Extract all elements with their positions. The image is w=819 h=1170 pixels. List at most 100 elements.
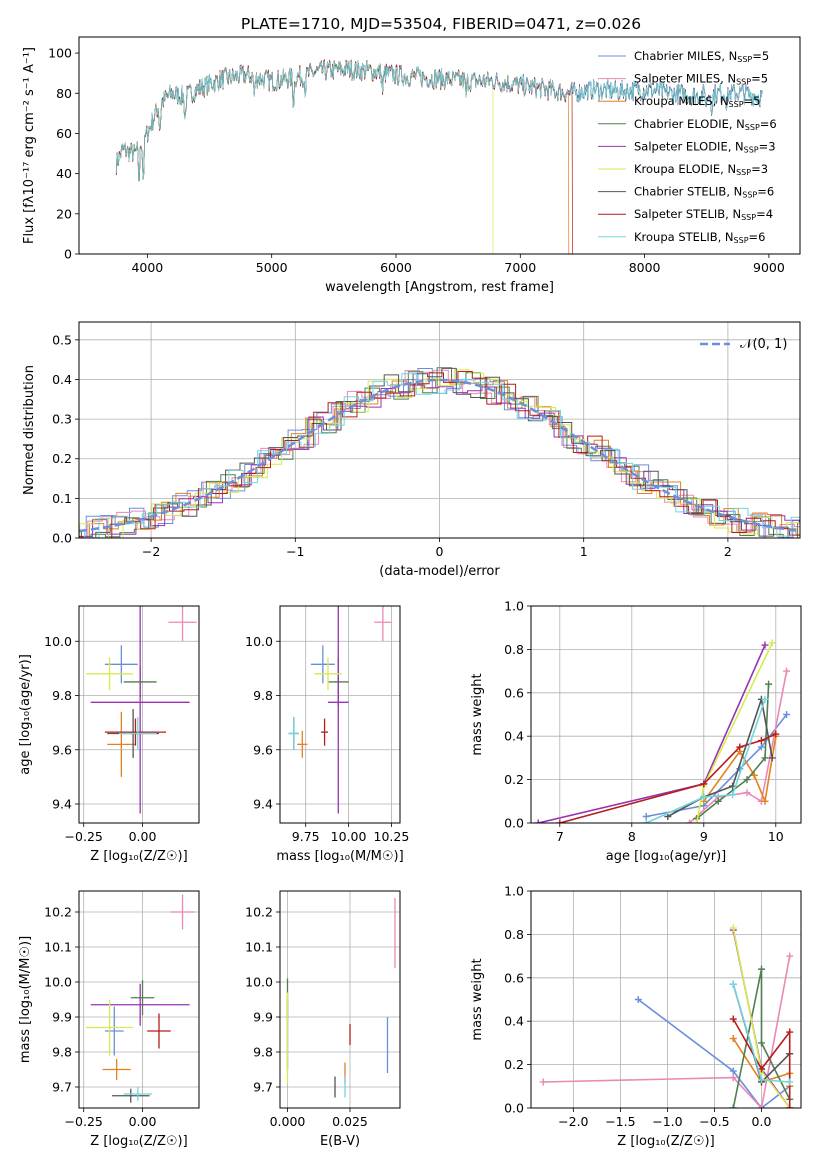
y-tick-label: 0.2 (52, 451, 72, 466)
gaussian-curve (79, 378, 800, 533)
x-axis-label: mass [log₁₀(M/M☉)] (276, 849, 403, 864)
x-tick-label: 8000 (629, 260, 661, 275)
weight-marker-salpeter_stelib (786, 1028, 794, 1036)
chart-mass-vs-ebv: 0.000 0.025 9.7 9.8 9.9 10.0 10.1 10.2 E(B-V) (245, 890, 401, 1149)
y-tick-label: 9.6 (253, 742, 273, 757)
spectrum-line-kroupa_stelib (115, 60, 763, 182)
x-tick-label: 7000 (504, 260, 536, 275)
x-tick-label: 5000 (256, 260, 288, 275)
histogram-salpeter_elodie (79, 384, 800, 537)
y-tick-label: 0.4 (52, 372, 72, 387)
chart-weight-vs-z: −2.0 −1.5 −1.0 −0.5 0.0 0.0 0.2 0.4 0.6 0.8 1.0 Z [… (470, 884, 802, 1149)
x-axis-label: Z [log₁₀(Z/Z☉)] (90, 1134, 187, 1149)
y-tick-label: 9.8 (52, 688, 72, 703)
weight-marker-kroupa_stelib (757, 1076, 765, 1084)
y-tick-label: 0.8 (504, 642, 524, 657)
plot-area (86, 894, 195, 1103)
histogram-chabrier_stelib (79, 367, 800, 538)
plot-area (86, 606, 197, 814)
y-tick-label: 0.1 (52, 491, 72, 506)
x-tick-label: −0.25 (65, 829, 103, 844)
legend-label: Salpeter MILES, NSSP=5 (634, 72, 768, 87)
chart-spectrum: 4000 5000 6000 7000 8000 9000 0 20 40 60 80 100 wave… (22, 36, 801, 295)
weight-line-salpeter_miles (543, 955, 791, 1108)
x-tick-label: 10.25 (374, 829, 410, 844)
x-tick-label: 10.00 (331, 829, 367, 844)
y-tick-label: 0.2 (504, 1057, 524, 1072)
weight-marker-chabrier_elodie (765, 680, 773, 688)
y-tick-label: 40 (56, 166, 72, 181)
weight-line-salpeter_stelib (732, 1018, 791, 1108)
y-tick-label: 0 (64, 247, 72, 262)
y-axis-label: mass weight (470, 673, 485, 755)
x-tick-label: 0.00 (129, 829, 157, 844)
y-tick-label: 0.8 (504, 927, 524, 942)
legend-label: Salpeter ELODIE, NSSP=3 (634, 139, 776, 154)
weight-marker-chabrier_miles (757, 743, 765, 751)
y-tick-label: 9.9 (253, 1010, 273, 1025)
weight-marker-salpeter_miles (783, 667, 791, 675)
weight-marker-kroupa_stelib (729, 980, 737, 988)
y-tick-label: 0.3 (52, 412, 72, 427)
weight-marker-salpeter_miles (729, 1074, 737, 1082)
x-axis-label: Z [log₁₀(Z/Z☉)] (617, 1134, 714, 1149)
x-tick-label: 0.0 (752, 1114, 772, 1129)
x-axis-label: Z [log₁₀(Z/Z☉)] (90, 849, 187, 864)
x-tick-label: 0.025 (332, 1114, 368, 1129)
weight-marker-chabrier_stelib (768, 754, 776, 762)
weight-marker-chabrier_elodie (743, 776, 751, 784)
x-tick-label: 1 (580, 544, 588, 559)
weight-marker-salpeter_elodie (761, 641, 769, 649)
weight-marker-kroupa_stelib (642, 819, 650, 823)
figure-title: PLATE=1710, MJD=53504, FIBERID=0471, z=0… (241, 15, 641, 33)
y-axis-label: mass weight (470, 958, 485, 1040)
legend-label: Kroupa ELODIE, NSSP=3 (634, 162, 768, 177)
y-tick-label: 0.6 (504, 970, 524, 985)
x-tick-label: 0 (436, 544, 444, 559)
y-tick-label: 10.1 (245, 940, 273, 955)
weight-marker-salpeter_stelib (786, 1104, 794, 1108)
weight-marker-salpeter_miles (539, 1078, 547, 1086)
x-tick-label: 4000 (131, 260, 163, 275)
x-tick-label: 10 (768, 829, 784, 844)
weight-marker-salpeter_elodie (534, 819, 542, 823)
weight-marker-salpeter_miles (786, 952, 794, 960)
x-tick-label: 7 (556, 829, 564, 844)
x-tick-label: 9 (700, 829, 708, 844)
plot-area (539, 924, 794, 1108)
y-tick-label: 1.0 (504, 599, 524, 614)
axes-frame (279, 605, 401, 824)
x-tick-label: −1 (286, 544, 304, 559)
plot-area (534, 639, 791, 823)
y-tick-label: 9.8 (253, 688, 273, 703)
y-axis-label: Normed distribution (22, 365, 37, 495)
x-axis-label: wavelength [Angstrom, rest frame] (325, 280, 554, 295)
weight-marker-kroupa_miles (729, 1035, 737, 1043)
y-tick-label: 9.4 (52, 797, 72, 812)
weight-marker-salpeter_miles (757, 1104, 765, 1108)
histogram-salpeter_stelib (79, 371, 800, 538)
weight-marker-salpeter_stelib (556, 819, 564, 823)
weight-marker-chabrier_miles (783, 711, 791, 718)
y-tick-label: 0.5 (52, 332, 72, 347)
x-axis-label: age [log₁₀(age/yr)] (606, 849, 727, 864)
y-tick-label: 60 (56, 126, 72, 141)
plots: 4000 5000 6000 7000 8000 9000020406080100wave… (18, 36, 802, 1149)
weight-marker-chabrier_stelib (664, 812, 672, 820)
weight-marker-chabrier_miles (642, 812, 650, 820)
weight-marker-chabrier_elodie (757, 965, 765, 973)
weight-line-salpeter_elodie (538, 644, 766, 823)
y-tick-label: 10.0 (44, 634, 72, 649)
weight-marker-chabrier_elodie (761, 754, 769, 762)
axes-frame (530, 605, 802, 824)
weight-marker-salpeter_miles (685, 819, 693, 823)
weight-marker-chabrier_miles (634, 996, 642, 1003)
x-axis-label: E(B-V) (320, 1134, 360, 1149)
y-tick-label: 9.7 (253, 1080, 273, 1095)
weight-marker-kroupa_elodie (768, 639, 776, 647)
weight-marker-salpeter_stelib (700, 780, 708, 788)
axes-frame (78, 36, 801, 255)
weight-marker-kroupa_stelib (729, 791, 737, 799)
x-tick-label: −0.25 (65, 1114, 103, 1129)
